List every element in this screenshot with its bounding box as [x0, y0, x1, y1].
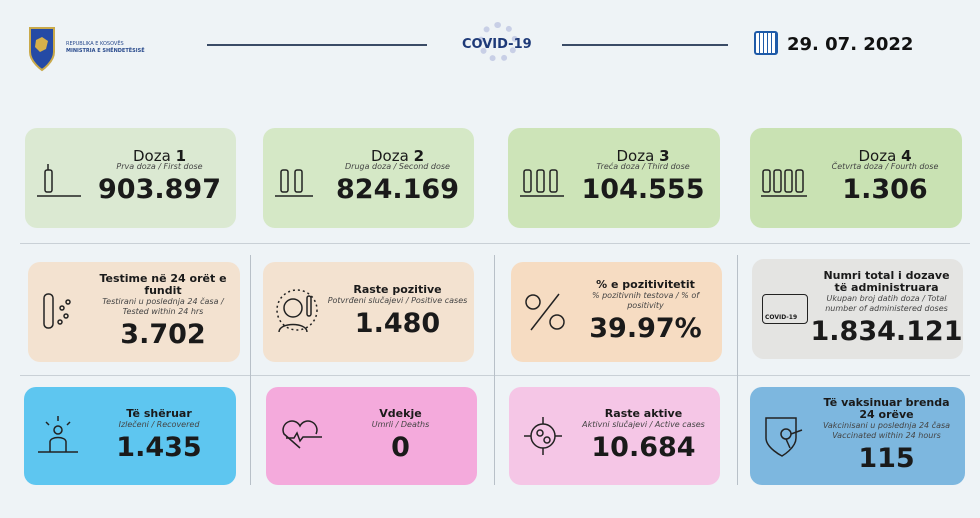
vaccination-certificate-icon: COVID-19	[762, 294, 808, 324]
vaccine-vials-icon	[520, 169, 564, 197]
column-divider	[494, 255, 495, 485]
kosovo-coat-of-arms-logo	[29, 27, 55, 72]
test-tube-icon	[43, 293, 71, 329]
percent-icon	[525, 293, 565, 331]
active-cases-card: Raste aktive Aktivni slučajevi / Active c…	[509, 387, 720, 485]
ministry-name: REPUBLIKA E KOSOVËS MINISTRIA E SHËNDETËS…	[66, 41, 145, 54]
dose-2-card: Doza 2 Druga doza / Second dose 824.169	[263, 128, 474, 228]
vaccine-vials-icon	[275, 169, 313, 197]
calendar-icon	[754, 31, 778, 55]
virus-icon	[524, 417, 562, 455]
dose-3-card: Doza 3 Treća doza / Third dose 104.555	[508, 128, 720, 228]
vaccine-vials-icon	[761, 169, 807, 197]
total-doses-card: COVID-19 Numri total i dozave të adminis…	[752, 259, 963, 359]
vaccinated-24h-card: Të vaksinuar brenda 24 orëve Vakcinisani …	[750, 387, 965, 485]
positivity-card: % e pozitivitetit% pozitivnih testova / …	[511, 262, 722, 362]
column-divider	[737, 255, 738, 485]
report-date: 29. 07. 2022	[787, 34, 914, 55]
heart-pulse-icon	[282, 420, 322, 449]
shield-virus-icon	[765, 417, 803, 457]
recovered-person-icon	[38, 416, 78, 453]
virus-icon	[478, 22, 518, 62]
positive-cases-card: Raste pozitive Potvrđeni slučajevi / Posi…	[263, 262, 474, 362]
dose-4-card: Doza 4 Četvrta doza / Fourth dose 1.306	[750, 128, 962, 228]
divider	[207, 44, 427, 46]
page-title: COVID-19	[462, 37, 532, 52]
row-divider	[20, 243, 970, 244]
recovered-card: Të shëruar Izlečeni / Recovered 1.435	[24, 387, 236, 485]
deaths-card: Vdekje Umrli / Deaths 0	[266, 387, 477, 485]
sick-person-thermometer-icon	[276, 289, 318, 333]
dose-1-card: Doza 1 Prva doza / First dose 903.897	[25, 128, 236, 228]
column-divider	[250, 255, 251, 485]
vaccine-vial-icon	[37, 164, 81, 197]
tests-24h-card: Testime në 24 orët e fundit Testirani u p…	[28, 262, 240, 362]
divider	[562, 44, 728, 46]
row-divider	[20, 375, 970, 376]
